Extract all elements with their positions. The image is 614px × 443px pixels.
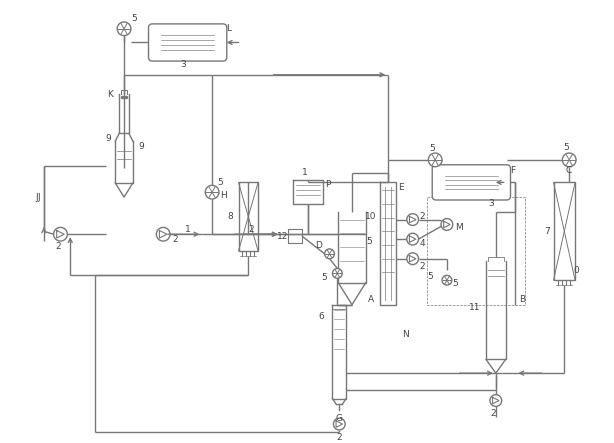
Text: 5: 5 [131, 15, 137, 23]
Text: 12: 12 [277, 232, 288, 241]
Text: 2: 2 [56, 242, 61, 252]
Text: 4: 4 [419, 238, 426, 248]
FancyBboxPatch shape [149, 24, 227, 61]
Text: J: J [37, 193, 41, 202]
Circle shape [429, 153, 442, 167]
Text: H: H [220, 190, 227, 200]
Text: 3: 3 [488, 199, 494, 208]
Text: 3: 3 [180, 59, 185, 69]
Text: 8: 8 [228, 212, 233, 221]
Circle shape [332, 268, 342, 278]
Circle shape [562, 153, 576, 167]
Text: M: M [455, 223, 462, 232]
Text: B: B [519, 295, 526, 304]
Text: J: J [36, 193, 38, 202]
Text: 2: 2 [249, 225, 254, 234]
Text: 5: 5 [322, 273, 327, 282]
Text: 7: 7 [544, 227, 550, 236]
Text: F: F [510, 166, 515, 175]
Text: A: A [368, 295, 374, 304]
Text: 5: 5 [452, 279, 457, 288]
Text: 2: 2 [419, 212, 426, 221]
Text: C: C [565, 166, 572, 175]
Text: 5: 5 [367, 237, 373, 245]
Text: 6: 6 [319, 312, 325, 321]
Text: 5: 5 [429, 144, 435, 153]
Circle shape [407, 233, 419, 245]
Circle shape [333, 418, 345, 430]
Text: 11: 11 [468, 303, 480, 311]
Circle shape [53, 227, 68, 241]
Text: L: L [226, 24, 231, 33]
Text: G: G [336, 414, 343, 423]
Circle shape [407, 214, 419, 225]
Text: 5: 5 [217, 178, 223, 187]
Text: 1: 1 [302, 168, 308, 177]
Text: 2: 2 [490, 409, 495, 418]
Text: 5: 5 [427, 272, 433, 281]
Circle shape [157, 227, 170, 241]
FancyBboxPatch shape [432, 165, 510, 200]
Circle shape [205, 185, 219, 199]
Circle shape [441, 218, 453, 230]
Circle shape [407, 253, 419, 264]
Text: 9: 9 [139, 142, 144, 151]
Text: 1: 1 [185, 225, 190, 234]
Circle shape [325, 249, 335, 259]
Text: 10: 10 [365, 212, 376, 221]
Circle shape [490, 395, 502, 406]
Text: P: P [325, 180, 330, 189]
Text: N: N [402, 330, 409, 338]
Text: 2: 2 [336, 433, 342, 442]
Circle shape [117, 22, 131, 35]
Text: 5: 5 [564, 143, 569, 152]
Text: 2: 2 [172, 235, 177, 244]
Text: D: D [316, 241, 322, 250]
Circle shape [442, 276, 452, 285]
Text: E: E [398, 183, 404, 192]
Text: 9: 9 [106, 134, 111, 143]
Text: K: K [107, 90, 114, 99]
Text: 0: 0 [573, 266, 579, 275]
Text: 2: 2 [419, 262, 426, 271]
